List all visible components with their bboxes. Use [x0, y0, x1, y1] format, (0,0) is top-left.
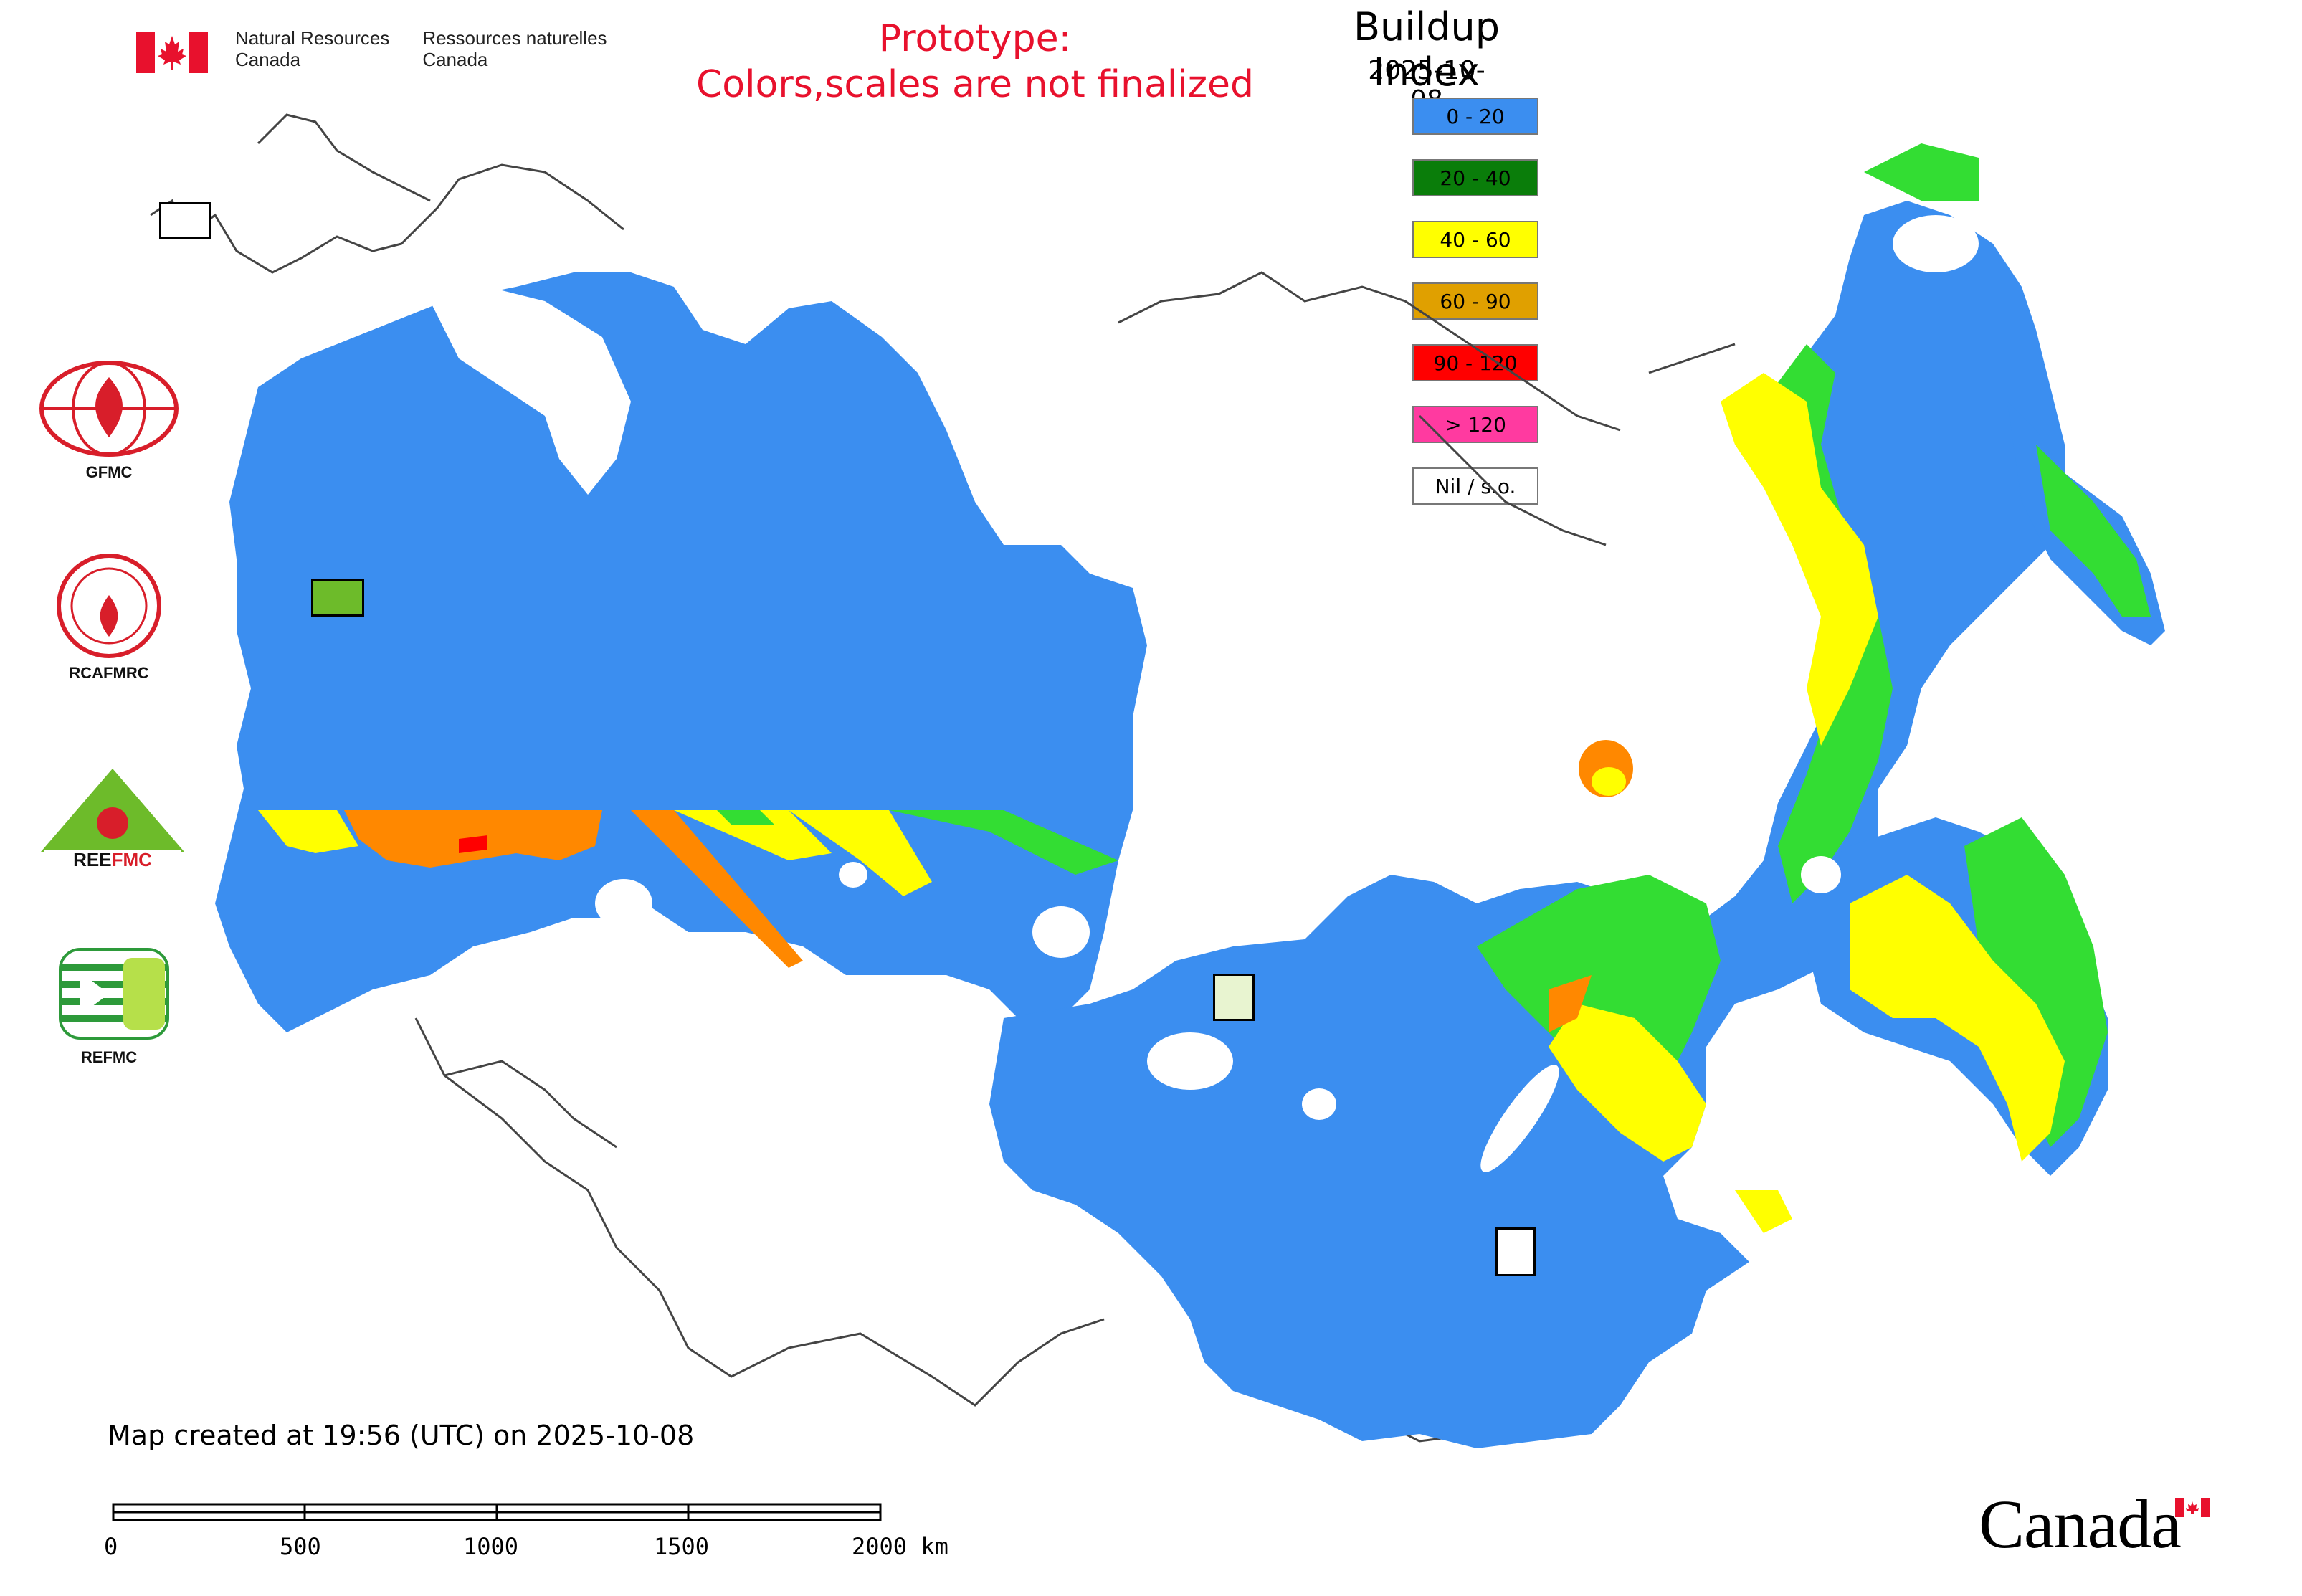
water-bodies	[430, 215, 1979, 1172]
refmc-logo: REFMC	[37, 944, 181, 1067]
refmc-map-marker-icon	[1213, 974, 1255, 1021]
scale-tick-2000: 2000 km	[852, 1533, 948, 1560]
legend-item-40-60: 40 - 60	[1412, 221, 1538, 258]
refmc-emblem-icon	[59, 948, 169, 1040]
rcafmrc-seal-icon	[57, 554, 161, 658]
legend-title: Buildup Index	[1353, 4, 1500, 95]
legend-item-nil: Nil / s.o.	[1412, 467, 1538, 505]
legend-item-0-20: 0 - 20	[1412, 98, 1538, 135]
wordmark-flag-icon	[2175, 1498, 2210, 1517]
land-central	[989, 201, 2065, 1448]
scale-tick-1000: 1000	[463, 1533, 519, 1560]
svg-text:REEFMC: REEFMC	[73, 849, 152, 870]
gfmc-globe-icon	[39, 361, 179, 457]
scale-bar	[112, 1503, 882, 1521]
country-outlines	[150, 113, 1736, 1443]
canada-wordmark: Canada	[1979, 1486, 2182, 1562]
legend-item-20-40: 20 - 40	[1412, 159, 1538, 196]
index-zones	[258, 143, 2151, 1233]
canada-flag-icon	[136, 32, 208, 73]
rcafmrc-map-marker-icon	[1495, 1227, 1536, 1276]
legend-item-120-plus: > 120	[1412, 406, 1538, 443]
reefmc-logo: REEFMC	[37, 766, 184, 878]
map-credit: Map created at 19:56 (UTC) on 2025-10-08	[108, 1420, 695, 1451]
rcafmrc-logo: RCAFMRC	[37, 552, 181, 683]
nrcan-signature: Natural Resources Canada Ressources natu…	[136, 27, 607, 77]
reefmc-triangle-icon: REEFMC	[41, 769, 184, 870]
reefmc-map-marker-icon	[311, 579, 364, 617]
scale-tick-1500: 1500	[654, 1533, 710, 1560]
org-name-en: Natural Resources Canada	[235, 27, 390, 70]
org-name-fr: Ressources naturelles Canada	[422, 27, 607, 70]
prototype-notice: Prototype: Colors,scales are not finaliz…	[695, 17, 1255, 106]
land-west	[215, 272, 1147, 1032]
scale-tick-500: 500	[280, 1533, 321, 1560]
scale-tick-0: 0	[104, 1533, 118, 1560]
legend-item-60-90: 60 - 90	[1412, 282, 1538, 320]
gfmc-logo: GFMC	[37, 358, 181, 482]
gfmc-map-marker-icon	[159, 202, 211, 239]
